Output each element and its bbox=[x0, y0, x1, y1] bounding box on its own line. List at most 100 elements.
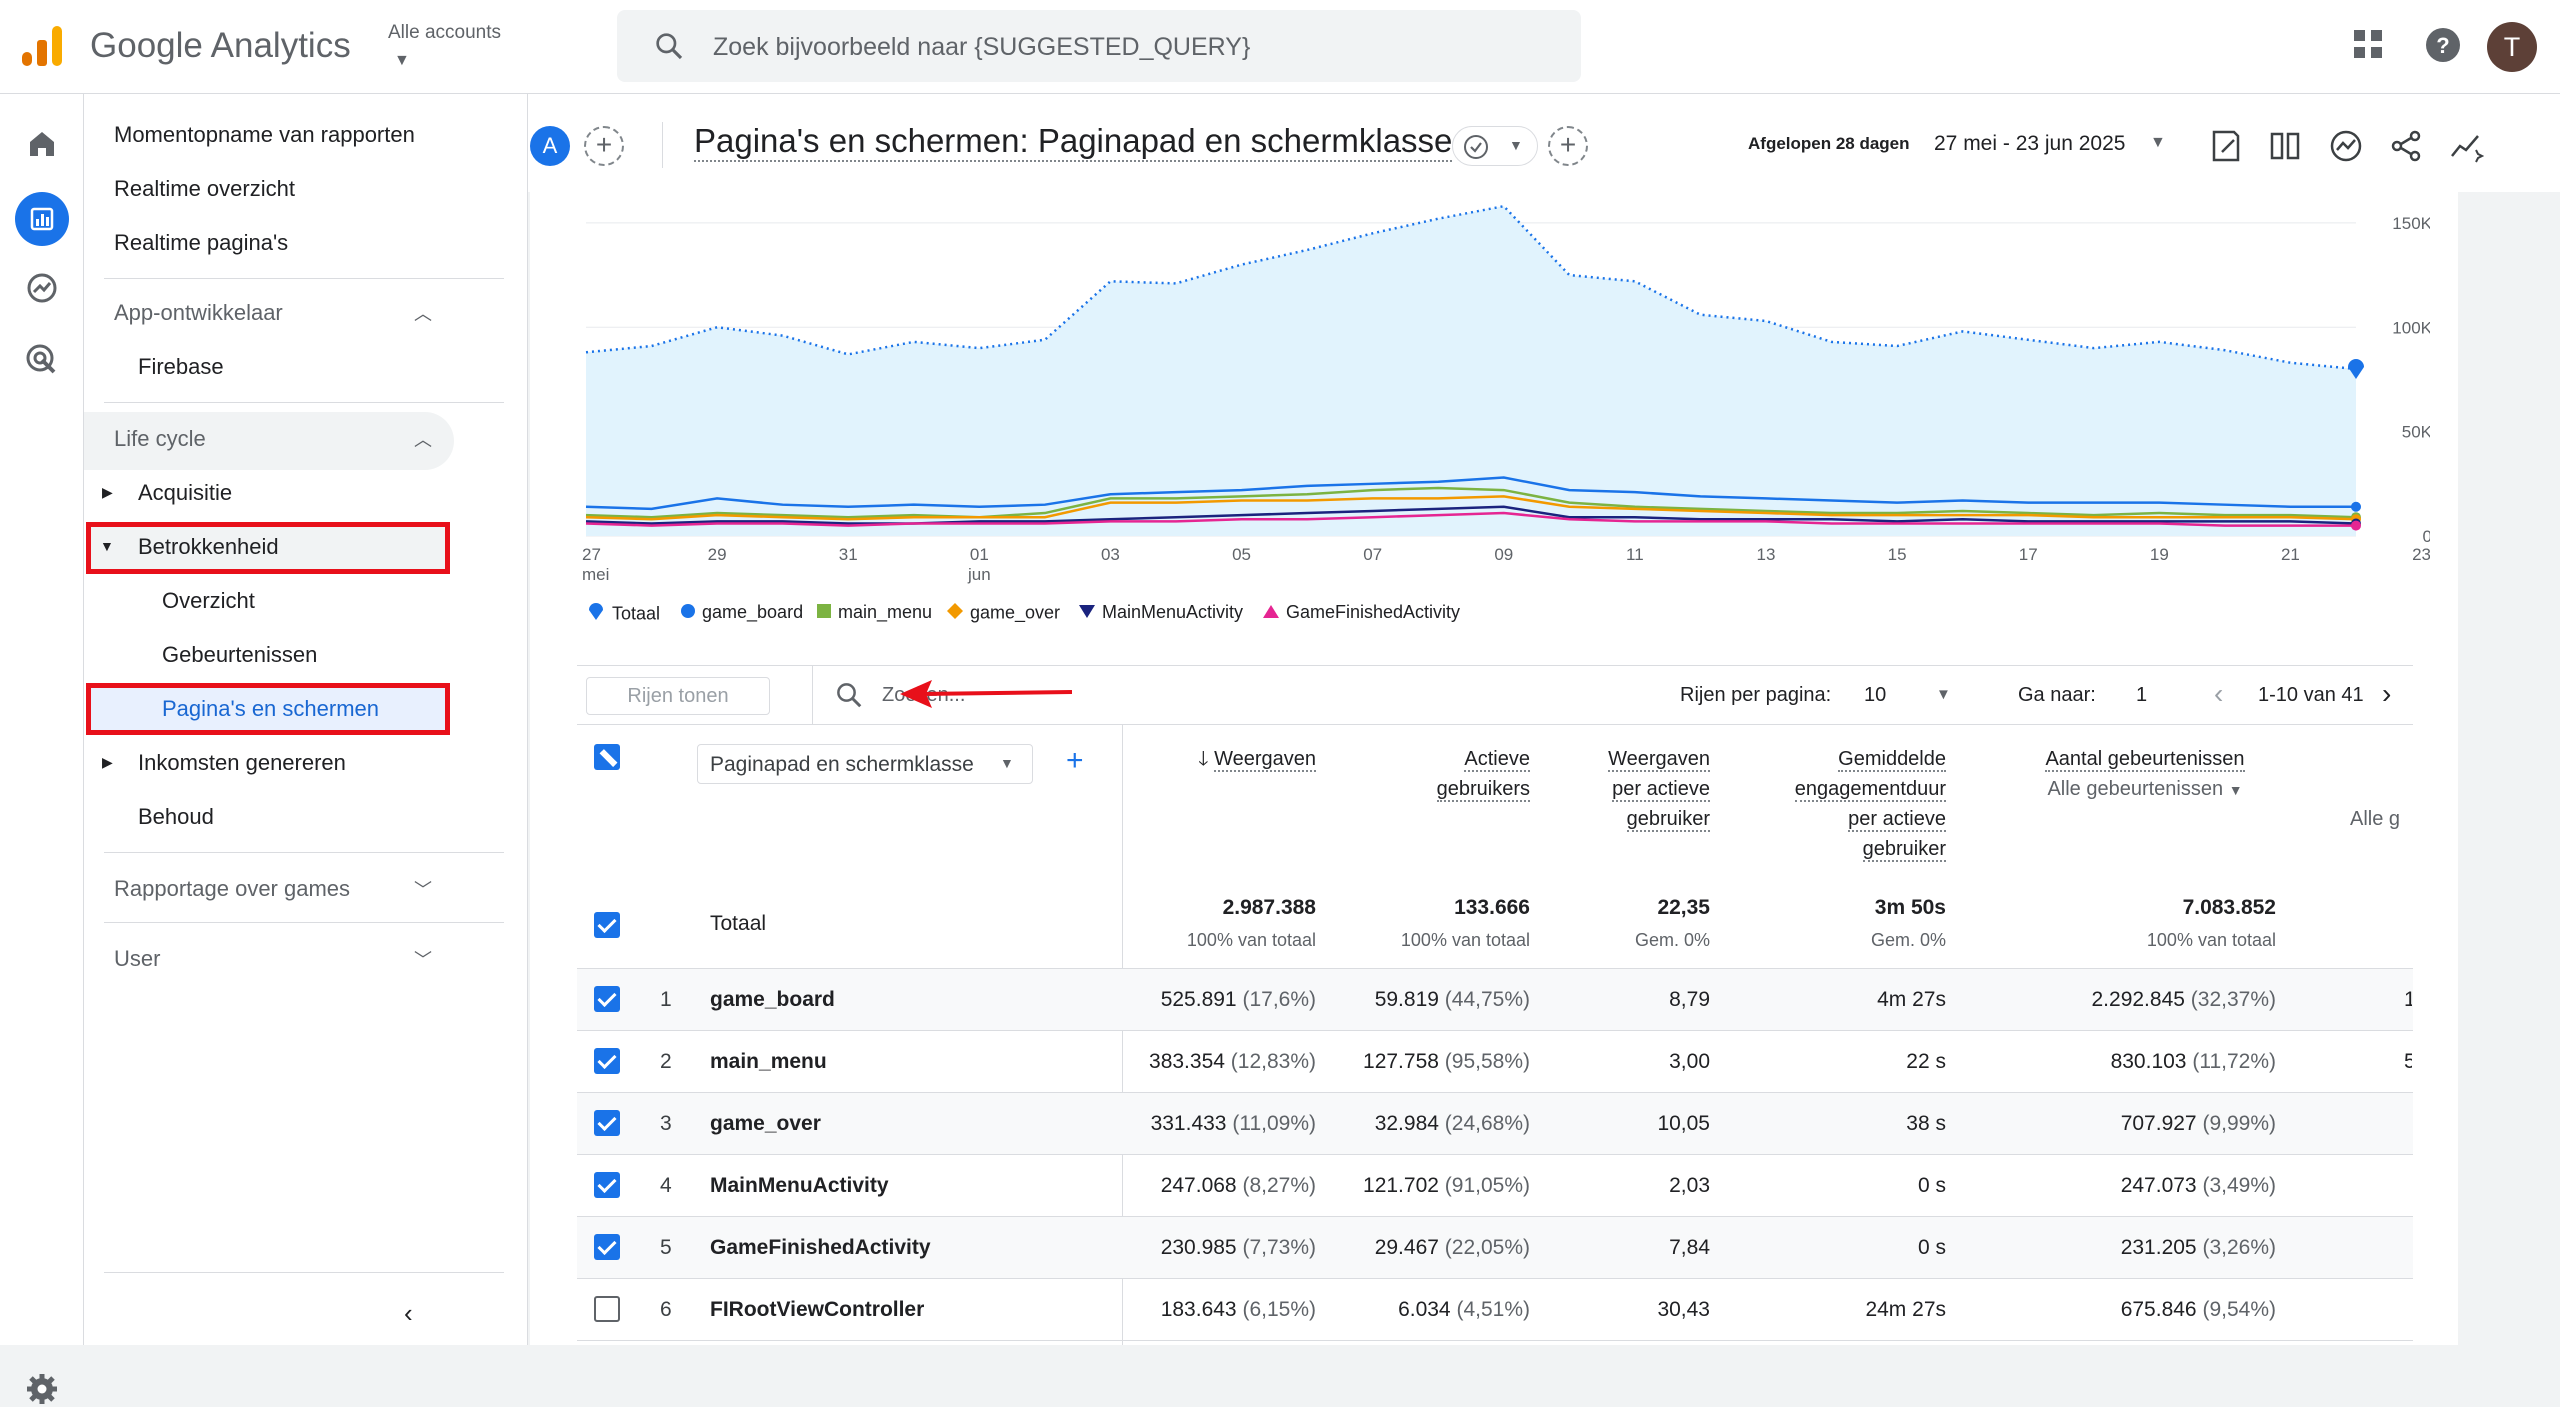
sidebar-item-realtime-overview[interactable]: Realtime overzicht bbox=[114, 176, 295, 201]
views-percent: (6,15%) bbox=[1242, 1298, 1316, 1321]
title-status-dropdown[interactable]: ▼ bbox=[1452, 126, 1538, 166]
active-value: 32.984 bbox=[1374, 1112, 1439, 1135]
share-icon[interactable] bbox=[2388, 128, 2424, 164]
chevron-down-icon[interactable]: ﹀ bbox=[414, 880, 432, 900]
analytics-logo-icon[interactable] bbox=[20, 24, 64, 68]
explore-icon[interactable] bbox=[22, 268, 62, 308]
dimension-select[interactable]: Paginapad en schermklasse ▼ bbox=[697, 744, 1033, 784]
expand-triangle-icon[interactable]: ▶ bbox=[102, 754, 113, 770]
row-divider bbox=[577, 1154, 2413, 1155]
next-page-icon[interactable]: › bbox=[2382, 678, 2392, 709]
column-header-engagement[interactable]: Gemiddelde engagementduur per actieve ge… bbox=[1794, 748, 1946, 862]
views-percent: (7,73%) bbox=[1242, 1236, 1316, 1259]
row-page-name[interactable]: GameFinishedActivity bbox=[710, 1236, 931, 1259]
sidebar-item-inkomsten[interactable]: Inkomsten genereren bbox=[138, 750, 346, 775]
edit-report-icon[interactable] bbox=[2208, 128, 2244, 164]
sidebar-item-realtime-pages[interactable]: Realtime pagina's bbox=[114, 230, 289, 255]
sidebar-section-lifecycle[interactable] bbox=[84, 412, 454, 470]
insights-icon[interactable] bbox=[2328, 128, 2364, 164]
app-name[interactable]: Google Analytics bbox=[90, 26, 351, 65]
sidebar-item-acquisitie[interactable]: Acquisitie bbox=[138, 480, 233, 505]
sidebar-item-snapshot[interactable]: Momentopname van rapporten bbox=[114, 122, 415, 147]
page-title[interactable]: Pagina's en schermen: Paginapad en scher… bbox=[694, 122, 1453, 162]
row-checkbox[interactable] bbox=[594, 986, 620, 1012]
home-icon[interactable] bbox=[22, 124, 62, 164]
add-dimension-button[interactable]: + bbox=[1066, 744, 1084, 777]
column-header-views-per-user[interactable]: Weergaven per actieve gebruiker bbox=[1608, 748, 1710, 832]
column-header-views[interactable]: 🡓 Weergaven bbox=[1198, 748, 1316, 772]
sidebar-item-overzicht[interactable]: Overzicht bbox=[162, 588, 255, 613]
add-report-button[interactable]: + bbox=[1548, 126, 1588, 166]
sidebar-section-app-dev[interactable]: App-ontwikkelaar bbox=[114, 300, 283, 325]
chevron-up-icon[interactable]: ︿ bbox=[414, 304, 432, 324]
legend-item[interactable]: MainMenuActivity bbox=[1078, 602, 1243, 624]
caret-down-icon[interactable]: ▼ bbox=[1936, 686, 1951, 703]
settings-gear-icon[interactable] bbox=[24, 1371, 60, 1407]
goto-page-input[interactable]: 1 bbox=[2136, 684, 2148, 706]
chevron-up-icon[interactable]: ︿ bbox=[414, 430, 432, 450]
row-events: 247.073 (3,49%) bbox=[2000, 1174, 2276, 1198]
sidebar-item-behoud[interactable]: Behoud bbox=[138, 804, 214, 829]
row-page-name[interactable]: game_over bbox=[710, 1112, 821, 1135]
series-line-game_over bbox=[585, 495, 2357, 521]
select-all-checkbox[interactable] bbox=[594, 744, 620, 770]
row-page-name[interactable]: MainMenuActivity bbox=[710, 1174, 889, 1197]
row-page-name[interactable]: main_menu bbox=[710, 1050, 827, 1073]
row-page-name[interactable]: game_board bbox=[710, 988, 835, 1011]
apps-grid-icon[interactable] bbox=[2352, 28, 2384, 60]
advertising-icon[interactable] bbox=[22, 340, 62, 380]
row-checkbox[interactable] bbox=[594, 1296, 620, 1322]
prev-page-icon[interactable]: ‹ bbox=[2214, 678, 2224, 709]
reports-icon[interactable] bbox=[15, 192, 69, 246]
date-range-value[interactable]: 27 mei - 23 jun 2025 bbox=[1934, 132, 2126, 155]
x-tick-label: 07 bbox=[1363, 545, 1382, 564]
legend-item[interactable]: game_board bbox=[680, 602, 803, 624]
compare-columns-icon[interactable] bbox=[2268, 128, 2304, 164]
active-value: 29.467 bbox=[1374, 1236, 1439, 1259]
expand-triangle-icon[interactable]: ▶ bbox=[102, 484, 113, 500]
caret-down-icon[interactable]: ▼ bbox=[2150, 134, 2166, 151]
column-header-cutoff: Alle g bbox=[2350, 808, 2401, 830]
sidebar-item-pages-screens[interactable]: Pagina's en schermen bbox=[162, 696, 379, 721]
trend-sparkle-icon[interactable] bbox=[2448, 128, 2484, 164]
chevron-down-icon[interactable]: ▼ bbox=[394, 52, 410, 69]
x-tick-label: 13 bbox=[1757, 545, 1776, 564]
date-period-label[interactable]: Afgelopen 28 dagen bbox=[1748, 134, 1910, 153]
sidebar-section-games[interactable]: Rapportage over games bbox=[114, 876, 351, 901]
views-percent: (12,83%) bbox=[1230, 1050, 1316, 1073]
row-rank: 5 bbox=[660, 1236, 672, 1259]
totals-checkbox[interactable] bbox=[594, 912, 620, 938]
collapse-sidebar-icon[interactable]: ‹ bbox=[404, 1298, 413, 1328]
legend-item[interactable]: GameFinishedActivity bbox=[1262, 602, 1460, 624]
row-checkbox[interactable] bbox=[594, 1234, 620, 1260]
sidebar-item-gebeurtenissen[interactable]: Gebeurtenissen bbox=[162, 642, 318, 667]
row-rank: 6 bbox=[660, 1298, 672, 1321]
legend-item[interactable]: main_menu bbox=[816, 602, 932, 624]
collapse-triangle-icon[interactable]: ▼ bbox=[100, 538, 114, 554]
sidebar-item-betrokkenheid[interactable]: Betrokkenheid bbox=[138, 534, 279, 559]
accounts-selector[interactable]: Alle accounts bbox=[388, 22, 502, 43]
comparison-badge[interactable]: A bbox=[530, 126, 570, 166]
row-checkbox[interactable] bbox=[594, 1172, 620, 1198]
row-page-name[interactable]: FIRootViewController bbox=[710, 1298, 925, 1321]
active-value: 121.702 bbox=[1363, 1174, 1439, 1197]
events-value: 707.927 bbox=[2120, 1112, 2197, 1135]
rows-per-page-select[interactable]: 10 bbox=[1864, 684, 1887, 706]
help-icon[interactable]: ? bbox=[2424, 26, 2462, 64]
legend-item[interactable]: Totaal bbox=[586, 602, 660, 627]
column-header-active-users[interactable]: Actieve gebruikers bbox=[1436, 748, 1530, 802]
show-rows-button[interactable]: Rijen tonen bbox=[586, 677, 770, 715]
search-icon bbox=[837, 683, 862, 708]
sidebar-item-firebase[interactable]: Firebase bbox=[138, 354, 224, 379]
totals-label: Totaal bbox=[710, 912, 767, 935]
legend-item[interactable]: game_over bbox=[946, 602, 1060, 625]
search-box[interactable]: Zoek bijvoorbeeld naar {SUGGESTED_QUERY} bbox=[617, 10, 1581, 82]
column-header-events[interactable]: Aantal gebeurtenissen Alle gebeurtenisse… bbox=[2045, 748, 2245, 800]
search-input[interactable]: Zoek bijvoorbeeld naar {SUGGESTED_QUERY} bbox=[713, 33, 1251, 61]
add-comparison-button[interactable]: + bbox=[584, 126, 624, 166]
avatar[interactable]: T bbox=[2487, 22, 2537, 72]
chevron-down-icon[interactable]: ﹀ bbox=[414, 950, 432, 970]
row-checkbox[interactable] bbox=[594, 1048, 620, 1074]
row-checkbox[interactable] bbox=[594, 1110, 620, 1136]
sidebar-section-user[interactable]: User bbox=[114, 946, 161, 971]
